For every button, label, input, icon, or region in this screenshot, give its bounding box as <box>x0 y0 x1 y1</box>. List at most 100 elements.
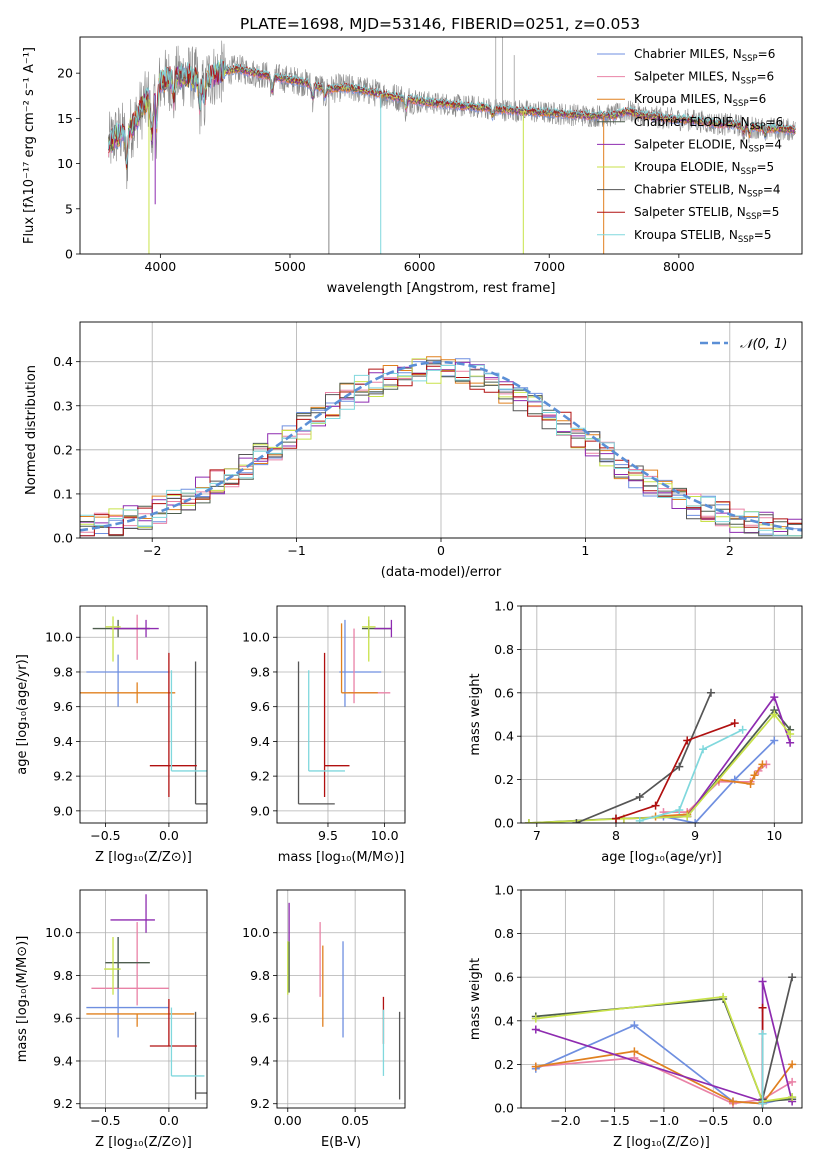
errorbar-CS <box>194 1011 207 1100</box>
legend-entry-subscript: SSP <box>742 54 758 64</box>
plot-area <box>297 616 393 805</box>
legend-entry: Salpeter MILES, NSSP=6 <box>634 70 774 87</box>
y-tick-label: 10 <box>57 156 73 171</box>
legend-entry-label: Salpeter ELODIE, N <box>634 137 748 151</box>
legend-entry-label: Salpeter STELIB, N <box>634 205 746 219</box>
y-tick-label: 9.8 <box>53 664 73 679</box>
weight-marker-SE <box>786 738 795 747</box>
legend-entry: Salpeter STELIB, NSSP=5 <box>634 205 779 222</box>
y-tick-label: 0.0 <box>53 531 73 546</box>
y-tick-label: 0.0 <box>494 816 514 831</box>
weight-marker-KE <box>719 992 728 1001</box>
y-tick-label: 15 <box>57 111 73 126</box>
weight-line-CM <box>663 739 775 823</box>
y-tick-label: 9.6 <box>53 1011 73 1026</box>
errorbar-SS <box>323 652 350 797</box>
legend-entry-value: =4 <box>763 183 781 197</box>
y-tick-label: 0.4 <box>494 1013 514 1028</box>
y-tick-label: 0.4 <box>494 729 514 744</box>
y-tick-label: 9.8 <box>250 968 270 983</box>
x-tick-label: 8000 <box>663 259 695 274</box>
y-tick-label: 0.4 <box>53 354 73 369</box>
y-tick-label: 9.0 <box>250 803 270 818</box>
weight-marker-KS <box>758 1029 767 1038</box>
y-tick-label: 9.4 <box>250 734 270 749</box>
y-tick-label: 0.1 <box>53 486 73 501</box>
residual-histogram-KS <box>80 364 802 537</box>
legend-entry: Chabrier MILES, NSSP=6 <box>634 47 775 64</box>
legend-entry-label: Salpeter MILES, N <box>634 70 741 84</box>
x-tick-label: 8 <box>612 828 620 843</box>
weight-marker-KM <box>746 779 755 788</box>
errorbar-KM <box>86 1013 195 1027</box>
legend-entry-value: =5 <box>754 228 772 242</box>
y-tick-label: 9.6 <box>53 699 73 714</box>
x-tick-label: 4000 <box>144 259 176 274</box>
weight-marker-KM <box>788 1060 797 1069</box>
errorbar-CS <box>297 661 335 805</box>
x-tick-label: 10.0 <box>371 828 399 843</box>
x-tick-label: −2 <box>143 543 161 558</box>
y-tick-label: 1.0 <box>494 599 514 614</box>
y-tick-label: 9.4 <box>53 1053 73 1068</box>
weight-marker-KE <box>524 819 533 823</box>
y-tick-label: 0.6 <box>494 970 514 985</box>
errorbar-CM <box>86 654 169 707</box>
weight-marker-KE <box>788 1093 797 1102</box>
axes-spines <box>520 605 803 824</box>
panel-age_vs_mass: 9.5 10.0 9.0 9.2 9.4 9.6 9.8 10.0 mass [log₁₀(M/… <box>242 605 406 865</box>
weight-marker-KS <box>699 745 708 754</box>
legend-entry-value: =5 <box>762 205 780 219</box>
weight-marker-CM <box>770 736 779 745</box>
panel-age_vs_Z: −0.5 0.0 9.0 9.2 9.4 9.6 9.8 10.0 Z [log₁₀(Z/Z⊙)… <box>15 605 208 865</box>
x-tick-label: −1 <box>287 543 305 558</box>
axes-frame: 4000 5000 6000 7000 8000 0 5 10 15 20 wavelength [… <box>22 36 803 296</box>
weight-line-KE <box>535 995 793 1103</box>
weight-marker-SM <box>788 1077 797 1086</box>
panel-mass_vs_Z: −0.5 0.0 9.2 9.4 9.6 9.8 10.0 Z [log₁₀(Z/Z⊙)] ma… <box>15 889 208 1150</box>
legend-entry-label: Chabrier STELIB, N <box>634 183 747 197</box>
weight-marker-CS <box>675 762 684 771</box>
x-axis-label: wavelength [Angstrom, rest frame] <box>327 281 556 296</box>
y-tick-label: 10.0 <box>45 925 73 940</box>
y-tick-label: 0.0 <box>494 1101 514 1116</box>
y-axis-label: Flux [fλ10⁻¹⁷ erg cm⁻² s⁻¹ A⁻¹] <box>22 47 37 244</box>
errorbar-SE <box>110 894 155 933</box>
x-tick-label: 2 <box>726 543 734 558</box>
legend-entry-subscript: SSP <box>733 99 749 109</box>
x-axis-label: Z [log₁₀(Z/Z⊙)] <box>95 1135 192 1150</box>
legend-entry-value: =6 <box>749 92 767 106</box>
panel-residuals: −2 −1 0 1 2 0.0 0.1 0.2 0.3 0.4 (data-model)/error… <box>24 321 803 580</box>
errorbar-SM <box>91 922 169 1006</box>
weight-marker-SS <box>683 736 692 745</box>
axes-frame: −0.5 0.0 9.2 9.4 9.6 9.8 10.0 Z [log₁₀(Z/Z⊙)] ma… <box>15 889 208 1150</box>
errorbar-SE <box>110 619 159 638</box>
y-axis-label: mass weight <box>468 958 483 1040</box>
y-axis-label: mass weight <box>468 673 483 755</box>
axes-frame: 7 8 9 10 0.0 0.2 0.4 0.6 0.8 1.0 age [log₁₀(age/yr… <box>468 599 803 865</box>
weight-marker-CS <box>635 792 644 801</box>
legend-entry-label: Kroupa ELODIE, N <box>634 160 741 174</box>
x-axis-label: Z [log₁₀(Z/Z⊙)] <box>613 1135 710 1150</box>
y-tick-label: 0.6 <box>494 685 514 700</box>
plot-area <box>108 37 796 254</box>
weight-marker-KE <box>531 1014 540 1023</box>
legend-entry-value: =5 <box>756 160 774 174</box>
x-axis-label: mass [log₁₀(M/M⊙)] <box>278 850 405 865</box>
weight-marker-KM <box>750 771 759 780</box>
x-tick-label: −2.0 <box>550 1113 580 1128</box>
weight-marker-SS <box>651 801 660 810</box>
residual-legend: 𝒩(0, 1) <box>700 337 787 352</box>
x-tick-label: 6000 <box>404 259 436 274</box>
weight-marker-SE <box>770 693 779 702</box>
y-axis-label: Normed distribution <box>24 365 39 495</box>
axes-frame: −2.0 −1.5 −1.0 −0.5 0.0 0.0 0.2 0.4 0.6 0.8 1.0 Z [… <box>468 883 803 1150</box>
axes-spines <box>79 889 208 1109</box>
plot-area <box>287 902 401 1100</box>
x-tick-label: 1 <box>581 543 589 558</box>
y-tick-label: 9.2 <box>53 1096 73 1111</box>
errorbar-KE <box>104 937 121 995</box>
panel-weight_vs_age: 7 8 9 10 0.0 0.2 0.4 0.6 0.8 1.0 age [log₁₀(age/yr… <box>468 599 803 865</box>
legend-entry-value: =6 <box>756 70 774 84</box>
